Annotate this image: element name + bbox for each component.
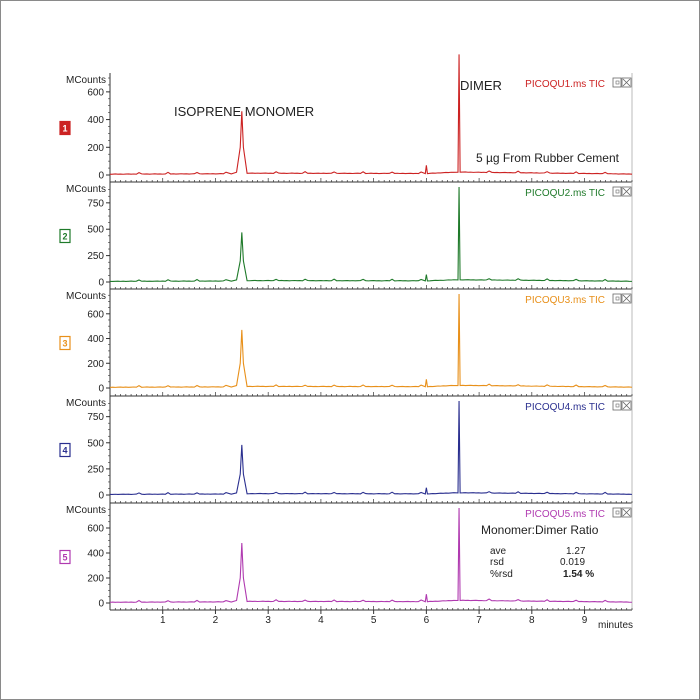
restore-icon-inner bbox=[615, 403, 620, 408]
stat-prsd-label: %rsd bbox=[490, 569, 513, 580]
x-axis: minutes 1 2 3 4 5 6 7 8 9 bbox=[160, 610, 633, 631]
panel-3: 0 200 400 600 MCounts 3 PICOQU3.ms TIC bbox=[59, 289, 633, 397]
x-tick-label: 3 bbox=[265, 615, 271, 626]
y-tick-label: 500 bbox=[87, 225, 104, 236]
panel-number-badge bbox=[59, 442, 71, 458]
close-icon-x bbox=[622, 78, 631, 87]
y-axis-label: MCounts bbox=[66, 505, 106, 516]
stat-prsd-value: 1.54 % bbox=[563, 569, 594, 580]
y-axis-label: MCounts bbox=[66, 75, 106, 86]
restore-icon-inner bbox=[615, 510, 620, 515]
trace-title: PICOQU4.ms TIC bbox=[525, 402, 605, 413]
close-icon bbox=[621, 186, 632, 197]
y-tick-label: 0 bbox=[98, 278, 104, 289]
y-tick-label: 600 bbox=[87, 309, 104, 320]
close-icon-x bbox=[622, 187, 631, 196]
ratio-title: Monomer:Dimer Ratio bbox=[481, 523, 599, 537]
x-tick-label: 8 bbox=[529, 615, 535, 626]
panel-number-badge bbox=[59, 335, 71, 351]
x-axis-label: minutes bbox=[598, 620, 633, 631]
restore-icon bbox=[612, 77, 622, 88]
y-tick-label: 750 bbox=[87, 198, 104, 209]
y-tick-label: 400 bbox=[87, 334, 104, 345]
trace-title: PICOQU2.ms TIC bbox=[525, 188, 605, 199]
tic-trace bbox=[109, 293, 633, 388]
restore-icon bbox=[612, 507, 622, 518]
panel-4: 0 250 500 750 MCounts 4 PICOQU4.ms TIC bbox=[59, 396, 633, 504]
restore-icon bbox=[612, 400, 622, 411]
trace-title: PICOQU1.ms TIC bbox=[525, 79, 605, 90]
x-tick-label: 9 bbox=[582, 615, 588, 626]
stat-rsd-label: rsd bbox=[490, 557, 504, 568]
y-tick-label: 600 bbox=[87, 87, 104, 98]
panel-number-label: 2 bbox=[62, 232, 67, 242]
y-tick-label: 250 bbox=[87, 464, 104, 475]
x-tick-label: 4 bbox=[318, 615, 324, 626]
panel-number-label: 1 bbox=[62, 124, 67, 134]
trace-title: PICOQU5.ms TIC bbox=[525, 509, 605, 520]
y-tick-label: 200 bbox=[87, 574, 104, 585]
y-tick-label: 0 bbox=[98, 599, 104, 610]
stat-ave-label: ave bbox=[490, 546, 507, 557]
panel-number-badge bbox=[59, 549, 71, 565]
sample-annotation: 5 µg From Rubber Cement bbox=[476, 151, 620, 165]
restore-icon bbox=[612, 293, 622, 304]
tic-trace bbox=[109, 54, 633, 175]
restore-icon-inner bbox=[615, 296, 620, 301]
dimer-annotation: DIMER bbox=[460, 78, 502, 93]
y-tick-label: 750 bbox=[87, 412, 104, 423]
panel-number-badge bbox=[59, 120, 71, 136]
restore-icon-inner bbox=[615, 189, 620, 194]
close-icon bbox=[621, 77, 632, 88]
y-axis-label: MCounts bbox=[66, 291, 106, 302]
close-icon bbox=[621, 293, 632, 304]
annotations: ISOPRENE MONOMER DIMER 5 µg From Rubber … bbox=[174, 78, 620, 580]
close-icon-x bbox=[622, 401, 631, 410]
x-tick-label: 1 bbox=[160, 615, 166, 626]
y-tick-label: 200 bbox=[87, 359, 104, 370]
panel-number-label: 4 bbox=[62, 446, 67, 456]
x-tick-label: 2 bbox=[213, 615, 219, 626]
y-tick-label: 0 bbox=[98, 384, 104, 395]
monomer-annotation: ISOPRENE MONOMER bbox=[174, 104, 314, 119]
y-tick-label: 500 bbox=[87, 438, 104, 449]
close-icon bbox=[621, 507, 632, 518]
close-icon-x bbox=[622, 508, 631, 517]
stat-ave-value: 1.27 bbox=[566, 546, 586, 557]
y-tick-label: 250 bbox=[87, 251, 104, 262]
panel-5: 0 200 400 600 MCounts 5 PICOQU5.ms TIC bbox=[59, 503, 633, 611]
y-axis-label: MCounts bbox=[66, 398, 106, 409]
tic-trace bbox=[109, 400, 633, 496]
y-tick-label: 0 bbox=[98, 171, 104, 182]
panel-number-badge bbox=[59, 228, 71, 244]
close-icon-x bbox=[622, 294, 631, 303]
trace-title: PICOQU3.ms TIC bbox=[525, 295, 605, 306]
panel-number-label: 5 bbox=[62, 553, 67, 563]
y-axis-label: MCounts bbox=[66, 184, 106, 195]
x-tick-label: 5 bbox=[371, 615, 377, 626]
y-tick-label: 0 bbox=[98, 491, 104, 502]
panel-2: 0 250 500 750 MCounts 2 PICOQU2.ms TIC bbox=[59, 182, 633, 290]
close-icon bbox=[621, 400, 632, 411]
tic-trace bbox=[110, 186, 633, 283]
tic-trace bbox=[109, 507, 633, 603]
y-tick-label: 400 bbox=[87, 549, 104, 560]
panel-number-label: 3 bbox=[62, 339, 67, 349]
y-tick-label: 400 bbox=[87, 115, 104, 126]
stat-rsd-value: 0.019 bbox=[560, 557, 585, 568]
restore-icon bbox=[612, 186, 622, 197]
y-tick-label: 600 bbox=[87, 524, 104, 535]
x-tick-label: 6 bbox=[424, 615, 430, 626]
y-tick-label: 200 bbox=[87, 143, 104, 154]
restore-icon-inner bbox=[615, 80, 620, 85]
x-tick-label: 7 bbox=[476, 615, 482, 626]
